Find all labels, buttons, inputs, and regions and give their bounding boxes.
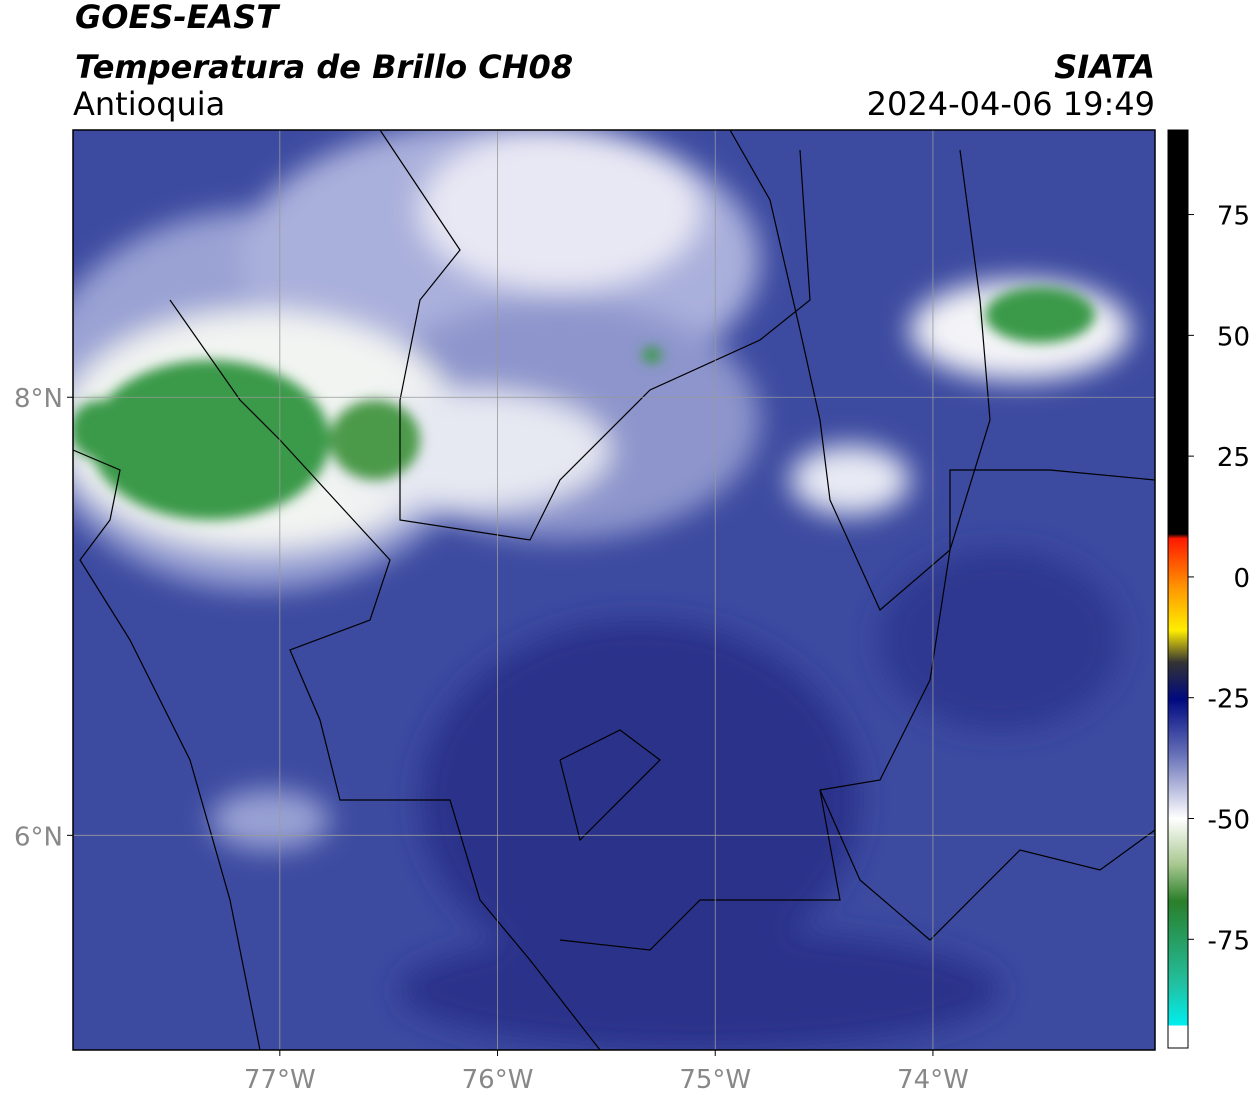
colorbar xyxy=(1167,129,1189,1049)
graticule xyxy=(73,130,1155,1050)
colorbar-tick-label: 25 xyxy=(1217,443,1250,473)
x-tick-label: 76°W xyxy=(462,1065,534,1095)
region: Antioquia xyxy=(73,85,225,123)
y-tick-label: 6°N xyxy=(14,822,63,852)
datetime: 2024-04-06 19:49 xyxy=(867,85,1155,123)
source: SIATA xyxy=(1054,48,1155,86)
x-tick-label: 77°W xyxy=(244,1065,316,1095)
colorbar-tick-label: 0 xyxy=(1233,564,1250,594)
colorbar-tick-label: 50 xyxy=(1217,322,1250,352)
x-tick-label: 74°W xyxy=(897,1065,969,1095)
subtitle: Temperatura de Brillo CH08 xyxy=(75,48,573,86)
colorbar-tick-label: -25 xyxy=(1208,685,1250,715)
y-tick-label: 8°N xyxy=(14,384,63,414)
title: GOES-EAST xyxy=(75,0,280,36)
colorbar-tick-label: -75 xyxy=(1208,926,1250,956)
x-tick-label: 75°W xyxy=(679,1065,751,1095)
map-frame xyxy=(72,129,1156,1051)
colorbar-tick-label: 75 xyxy=(1217,202,1250,232)
map-image xyxy=(73,130,1155,1050)
colorbar-tick-label: -50 xyxy=(1208,806,1250,836)
